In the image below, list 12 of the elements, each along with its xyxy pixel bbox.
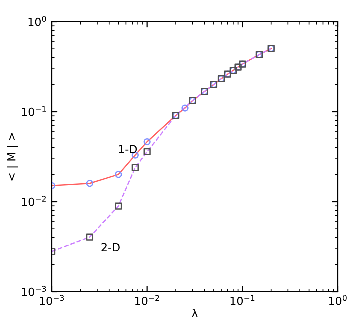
x-tick-label: 10$^{−1}$ <box>230 295 255 306</box>
series-label: 2-D <box>102 243 120 252</box>
series-label: 1-D <box>119 145 138 154</box>
y-axis-title: < | M | > <box>7 133 18 181</box>
y-tick-label: 10$^{−3}$ <box>22 286 46 296</box>
x-tick-label: 10$^{−2}$ <box>136 295 160 306</box>
y-tick-label: 10$^{−2}$ <box>22 196 46 206</box>
y-tick-label: 10$^{0}$ <box>28 16 46 26</box>
x-tick-label: 10$^{−3}$ <box>40 295 64 306</box>
y-tick-label: 10$^{−1}$ <box>22 106 46 116</box>
x-tick-label: 10$^{0}$ <box>329 295 347 306</box>
x-axis-title: λ <box>192 309 198 318</box>
